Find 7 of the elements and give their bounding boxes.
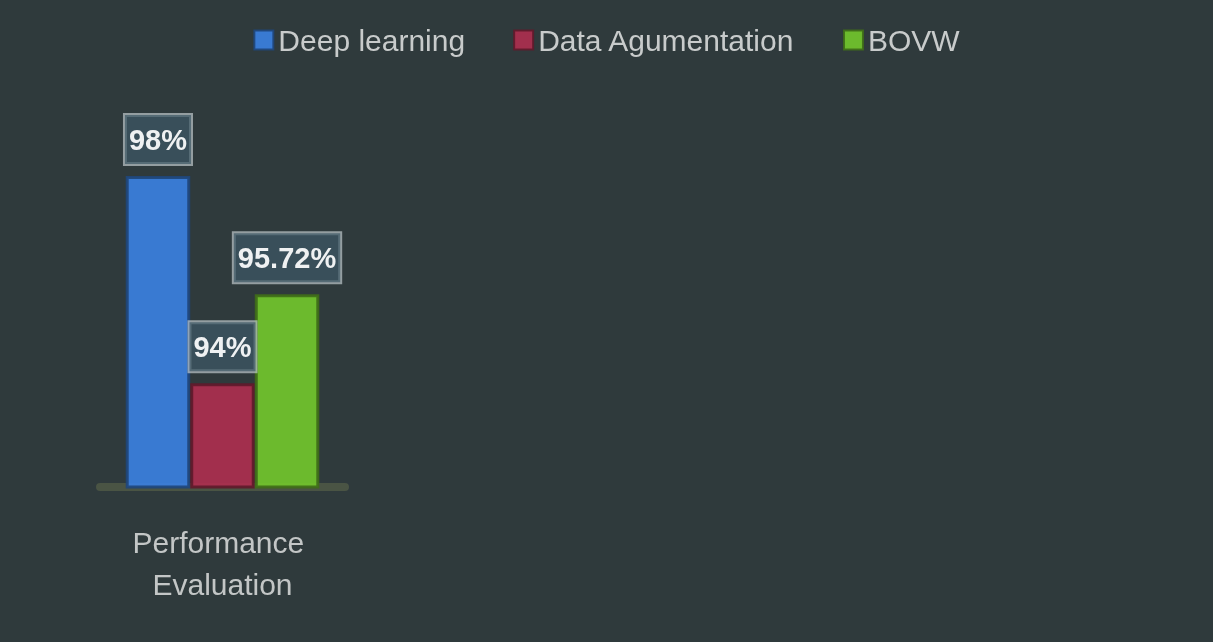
data-label: 95.72%	[237, 241, 337, 274]
data-label: 98%	[128, 123, 188, 156]
legend-label: Data Agumentation	[538, 23, 794, 57]
x-tick-label: Performance Evaluation	[132, 525, 313, 601]
legend-label: Deep learning	[278, 23, 466, 57]
data-label: 94%	[193, 330, 252, 363]
legend-label: BOVW	[867, 23, 961, 57]
